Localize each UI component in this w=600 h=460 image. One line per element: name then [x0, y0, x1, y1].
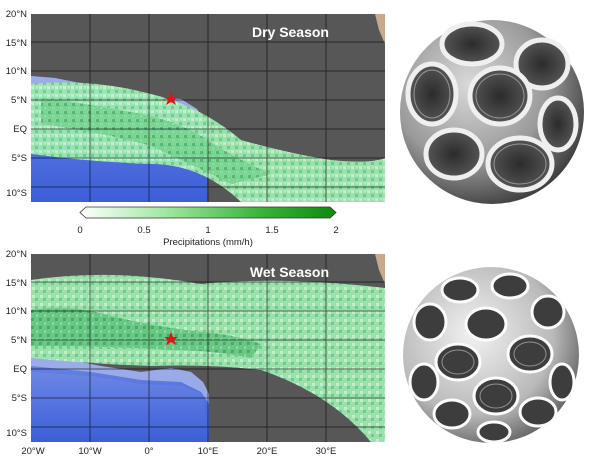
lat-label: 5°S [11, 153, 27, 164]
dry-season-map: Dry Season [31, 14, 385, 202]
lat-label: 5°N [11, 335, 27, 346]
lat-label: 10°S [6, 188, 27, 199]
precipitation-core [31, 308, 261, 358]
wet-season-map: Wet Season [31, 254, 385, 442]
coccolithophore-image-top [392, 14, 588, 210]
lat-label: EQ [13, 364, 27, 375]
grid-lines [31, 14, 385, 202]
lat-label: EQ [13, 124, 27, 135]
dry-map-svg [31, 14, 385, 202]
coast-feature [375, 254, 385, 284]
precipitation-colorbar [79, 206, 337, 219]
lon-label: 0° [144, 446, 154, 457]
coast-feature [375, 14, 385, 44]
wet-map-svg [31, 254, 385, 442]
colorbar-tick: 1 [205, 225, 211, 236]
lon-label: 10°E [197, 446, 219, 457]
site-marker-star [164, 332, 178, 345]
lon-label: 20°E [256, 446, 278, 457]
coccolithophore-image-bottom [398, 262, 584, 448]
colorbar-tick: 0.5 [137, 225, 151, 236]
colorbar-gradient [79, 206, 337, 219]
season-label-dry: Dry Season [251, 24, 329, 40]
colorbar-tick: 0 [77, 225, 83, 236]
lon-label: 20°W [21, 446, 45, 457]
lat-label: 10°N [5, 306, 27, 317]
lat-label: 10°N [5, 66, 27, 77]
lon-label: 30°E [315, 446, 337, 457]
colorbar-tick: 1.5 [265, 225, 279, 236]
ocean-clear [31, 372, 209, 442]
coccolithophore-sem-2 [403, 267, 579, 444]
lat-label: 20°N [5, 9, 27, 20]
precipitation-core [41, 98, 271, 184]
grid-lines [31, 254, 385, 442]
colorbar-label: Precipitations (mm/h) [163, 237, 253, 248]
site-marker-star [164, 92, 178, 105]
lat-label: 5°N [11, 95, 27, 106]
lat-label: 5°S [11, 393, 27, 404]
lat-label: 15°N [5, 278, 27, 289]
lat-label: 20°N [5, 249, 27, 260]
lat-label: 15°N [5, 38, 27, 49]
coccolithophore-sem-1 [400, 20, 584, 204]
season-label-wet: Wet Season [249, 264, 329, 280]
lat-label: 10°S [6, 428, 27, 439]
colorbar-tick: 2 [333, 225, 339, 236]
lon-label: 10°W [78, 446, 102, 457]
continental-shelf [31, 354, 209, 404]
colorbar-svg [79, 206, 337, 219]
